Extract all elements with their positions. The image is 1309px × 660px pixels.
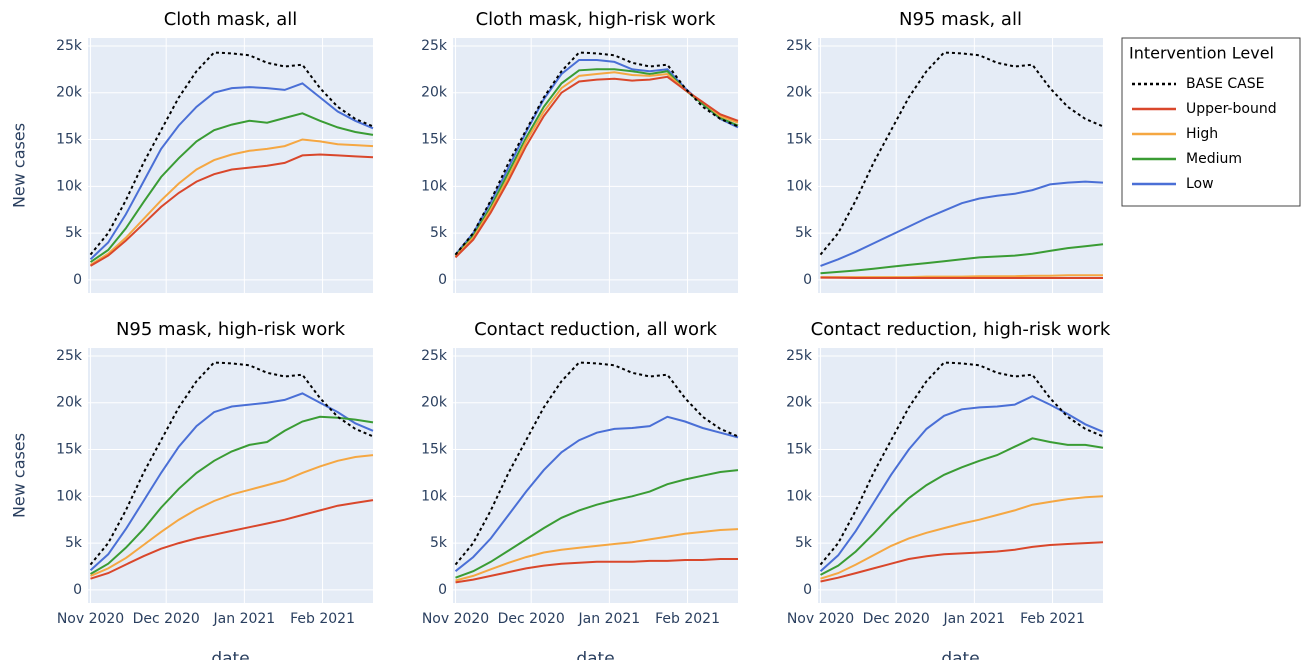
plot-area bbox=[453, 348, 738, 603]
y-tick-label: 5k bbox=[795, 225, 813, 241]
series-line bbox=[89, 392, 374, 571]
series-line bbox=[819, 361, 1104, 566]
x-tick-label: Jan 2021 bbox=[943, 611, 1006, 627]
y-tick-label: 10k bbox=[56, 178, 83, 194]
x-axis-title: date bbox=[941, 649, 979, 660]
x-tick-label: Jan 2021 bbox=[213, 611, 276, 627]
y-axis-title: New cases bbox=[10, 123, 29, 208]
chart-title: N95 mask, all bbox=[899, 9, 1022, 30]
y-tick-label: 15k bbox=[56, 132, 83, 148]
y-tick-label: 15k bbox=[786, 132, 813, 148]
x-tick-label: Jan 2021 bbox=[578, 611, 641, 627]
series-line bbox=[455, 558, 738, 584]
x-tick-label: Dec 2020 bbox=[498, 611, 565, 627]
y-tick-label: 20k bbox=[786, 85, 813, 101]
y-tick-label: 0 bbox=[438, 582, 447, 598]
series-line bbox=[454, 51, 739, 256]
series-line bbox=[90, 454, 374, 577]
y-tick-label: 0 bbox=[803, 272, 812, 288]
y-tick-label: 15k bbox=[786, 442, 813, 458]
y-tick-label: 25k bbox=[56, 348, 83, 364]
y-tick-label: 15k bbox=[421, 132, 448, 148]
plot-area bbox=[88, 38, 373, 293]
y-tick-label: 15k bbox=[421, 442, 448, 458]
legend-box bbox=[1121, 37, 1301, 207]
series-line bbox=[89, 153, 374, 267]
chart-title: Contact reduction, high-risk work bbox=[811, 319, 1111, 340]
series-line bbox=[89, 138, 374, 266]
x-tick-label: Feb 2021 bbox=[655, 611, 720, 627]
x-tick-label: Dec 2020 bbox=[133, 611, 200, 627]
chart-title: Contact reduction, all work bbox=[474, 319, 717, 340]
series-line bbox=[455, 469, 739, 579]
y-tick-label: 20k bbox=[421, 85, 448, 101]
series-line bbox=[89, 112, 374, 263]
series-line bbox=[455, 528, 739, 582]
series-line bbox=[820, 495, 1104, 580]
y-tick-label: 25k bbox=[421, 38, 448, 54]
legend-label: Low bbox=[1186, 176, 1214, 192]
y-tick-label: 20k bbox=[56, 395, 83, 411]
series-line bbox=[89, 361, 374, 566]
y-tick-label: 25k bbox=[786, 38, 813, 54]
y-tick-label: 25k bbox=[421, 348, 448, 364]
y-tick-label: 0 bbox=[73, 272, 82, 288]
plot-area bbox=[818, 38, 1103, 293]
y-tick-label: 10k bbox=[421, 178, 448, 194]
y-tick-label: 15k bbox=[56, 442, 83, 458]
chart-title: Cloth mask, high-risk work bbox=[476, 9, 716, 30]
series-line bbox=[454, 361, 739, 566]
y-tick-label: 0 bbox=[438, 272, 447, 288]
y-tick-label: 5k bbox=[430, 535, 448, 551]
series-line bbox=[454, 415, 739, 572]
chart-title: Cloth mask, all bbox=[164, 9, 298, 30]
y-tick-label: 5k bbox=[795, 535, 813, 551]
x-tick-label: Feb 2021 bbox=[1020, 611, 1085, 627]
legend-label: High bbox=[1186, 126, 1218, 142]
legend-label: BASE CASE bbox=[1186, 76, 1264, 92]
series-line bbox=[819, 395, 1104, 572]
chart-title: N95 mask, high-risk work bbox=[116, 319, 346, 340]
y-tick-label: 0 bbox=[73, 582, 82, 598]
plot-area bbox=[88, 348, 373, 603]
plot-area bbox=[453, 38, 738, 293]
series-line bbox=[820, 541, 1104, 583]
y-tick-label: 0 bbox=[803, 582, 812, 598]
series-line bbox=[820, 180, 1104, 267]
series-line bbox=[819, 51, 1104, 256]
series-line bbox=[820, 243, 1104, 275]
legend-title: Intervention Level bbox=[1129, 44, 1274, 63]
plot-area bbox=[818, 348, 1103, 603]
y-tick-label: 25k bbox=[56, 38, 83, 54]
y-axis-title: New cases bbox=[10, 433, 29, 518]
series-line bbox=[820, 437, 1104, 576]
x-tick-label: Nov 2020 bbox=[787, 611, 854, 627]
y-tick-label: 10k bbox=[786, 178, 813, 194]
y-tick-label: 25k bbox=[786, 348, 813, 364]
x-tick-label: Nov 2020 bbox=[57, 611, 124, 627]
legend-label: Medium bbox=[1186, 151, 1242, 167]
x-tick-label: Dec 2020 bbox=[863, 611, 930, 627]
y-tick-label: 5k bbox=[65, 225, 83, 241]
series-line bbox=[90, 499, 374, 580]
y-tick-label: 20k bbox=[56, 85, 83, 101]
y-tick-label: 5k bbox=[430, 225, 448, 241]
y-tick-label: 10k bbox=[56, 488, 83, 504]
y-tick-label: 20k bbox=[421, 395, 448, 411]
y-tick-label: 10k bbox=[421, 488, 448, 504]
legend-label: Upper-bound bbox=[1186, 101, 1277, 117]
series-line bbox=[89, 51, 374, 256]
x-tick-label: Feb 2021 bbox=[290, 611, 355, 627]
y-tick-label: 20k bbox=[786, 395, 813, 411]
y-tick-label: 10k bbox=[786, 488, 813, 504]
series-line bbox=[89, 82, 374, 261]
x-axis-title: date bbox=[576, 649, 614, 660]
y-tick-label: 5k bbox=[65, 535, 83, 551]
x-tick-label: Nov 2020 bbox=[422, 611, 489, 627]
x-axis-title: date bbox=[211, 649, 249, 660]
series-line bbox=[89, 415, 374, 575]
